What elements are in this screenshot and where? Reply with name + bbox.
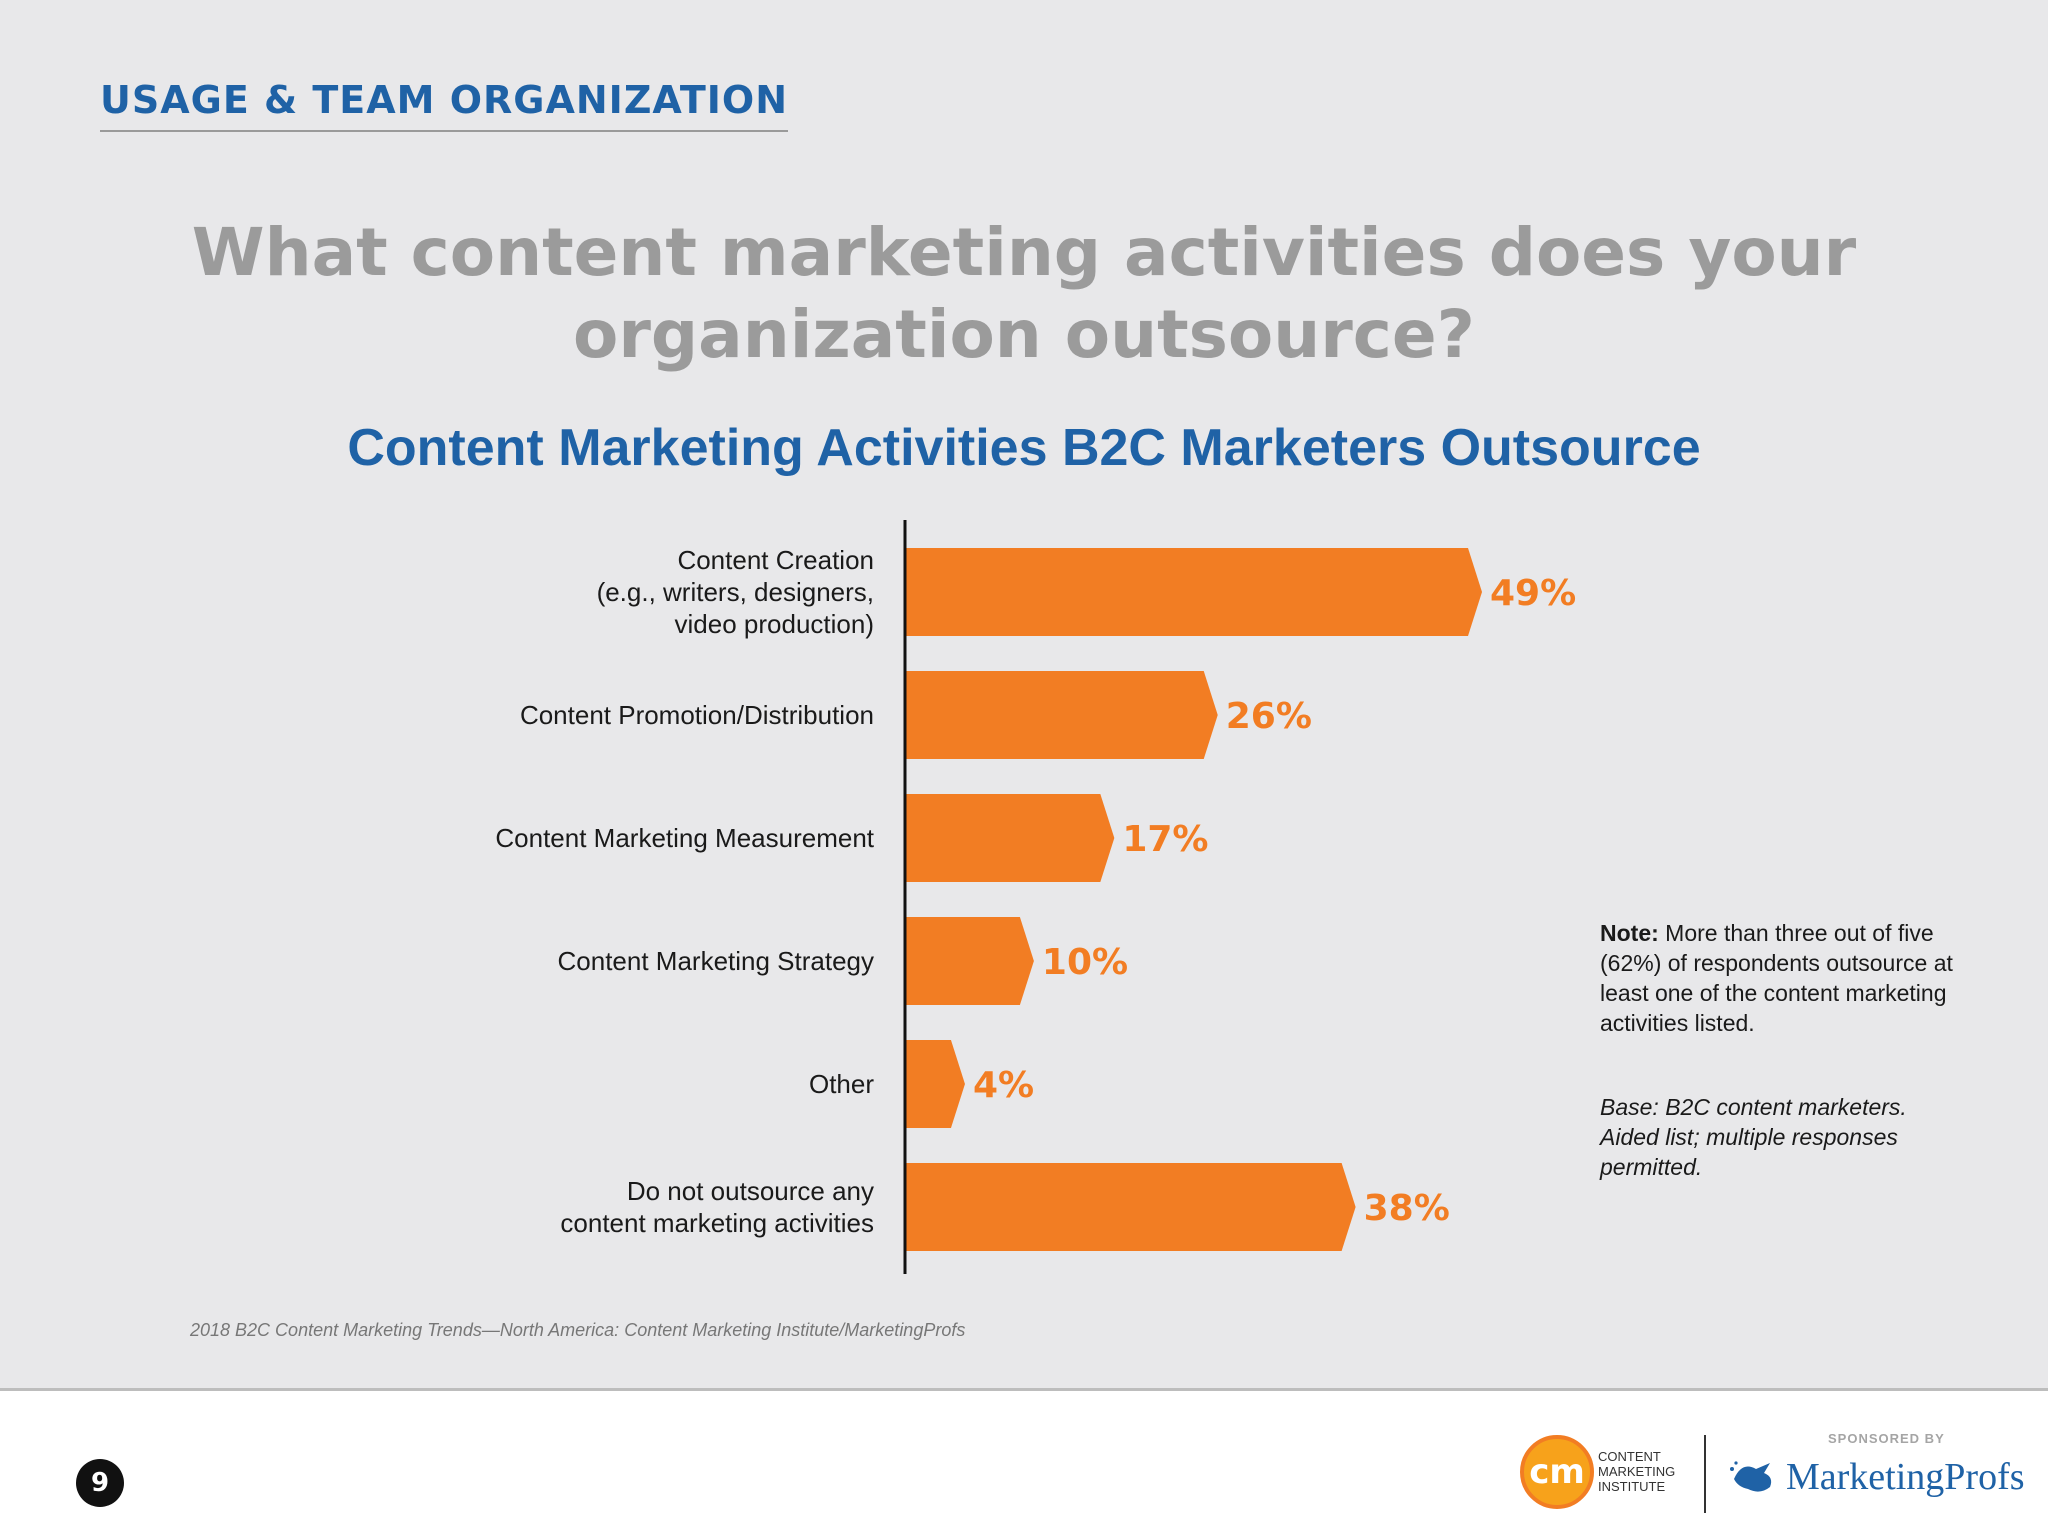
base-text: Base: B2C content marketers. Aided list;… xyxy=(1600,1094,1907,1180)
bar-1 xyxy=(905,671,1218,759)
bar-chart: 49% Content Creation (e.g., writers, desig… xyxy=(495,520,1576,1274)
value-label-0: 49% xyxy=(1490,573,1576,614)
cmi-logo-text: CONTENT MARKETING INSTITUTE xyxy=(1598,1449,1698,1494)
chart-title: Content Marketing Activities B2C Markete… xyxy=(347,419,1701,477)
value-label-3: 10% xyxy=(1042,942,1128,983)
value-label-2: 17% xyxy=(1122,819,1208,860)
source-citation: 2018 B2C Content Marketing Trends—North … xyxy=(190,1320,966,1340)
page-number: 9 xyxy=(76,1459,124,1507)
bar-0 xyxy=(905,548,1482,636)
question-line-1: What content marketing activities does y… xyxy=(191,214,1857,291)
footer: 9 cm CONTENT MARKETING INSTITUTE SPONSOR… xyxy=(0,1388,2048,1539)
question-line-2: organization outsource? xyxy=(573,296,1475,373)
note-text: Note: More than three out of five (62%) … xyxy=(1600,918,1960,1038)
category-label-5: Do not outsource any content marketing ac… xyxy=(560,1176,874,1238)
cmi-logo-icon: cm xyxy=(1520,1435,1594,1509)
note-label: Note: xyxy=(1600,920,1659,946)
sponsored-by-label: SPONSORED BY xyxy=(1828,1431,1945,1446)
value-label-1: 26% xyxy=(1226,696,1312,737)
cmi-name-line-1: CONTENT xyxy=(1598,1449,1661,1464)
category-label-1: Content Promotion/Distribution xyxy=(520,700,874,730)
category-label-2: Content Marketing Measurement xyxy=(495,823,874,853)
marketingprofs-logo: MarketingProfs xyxy=(1730,1455,2025,1499)
footer-divider xyxy=(1704,1435,1706,1513)
bar-3 xyxy=(905,917,1034,1005)
question-heading: What content marketing activities does y… xyxy=(0,212,2048,376)
cmi-name-line-3: INSTITUTE xyxy=(1598,1479,1666,1494)
bar-5 xyxy=(905,1163,1356,1251)
category-label-0: Content Creation (e.g., writers, designer… xyxy=(597,545,874,639)
bar-4 xyxy=(905,1040,965,1128)
value-label-5: 38% xyxy=(1364,1188,1450,1229)
bar-2 xyxy=(905,794,1115,882)
bird-icon xyxy=(1730,1461,1772,1492)
note-body: More than three out of five (62%) of res… xyxy=(1600,920,1953,1036)
section-title: USAGE & TEAM ORGANIZATION xyxy=(100,78,788,132)
category-label-4: Other xyxy=(809,1069,874,1099)
sponsor-name: MarketingProfs xyxy=(1786,1456,2025,1498)
value-label-4: 4% xyxy=(973,1065,1034,1106)
cmi-name-line-2: MARKETING xyxy=(1598,1464,1676,1479)
category-label-3: Content Marketing Strategy xyxy=(558,946,875,976)
